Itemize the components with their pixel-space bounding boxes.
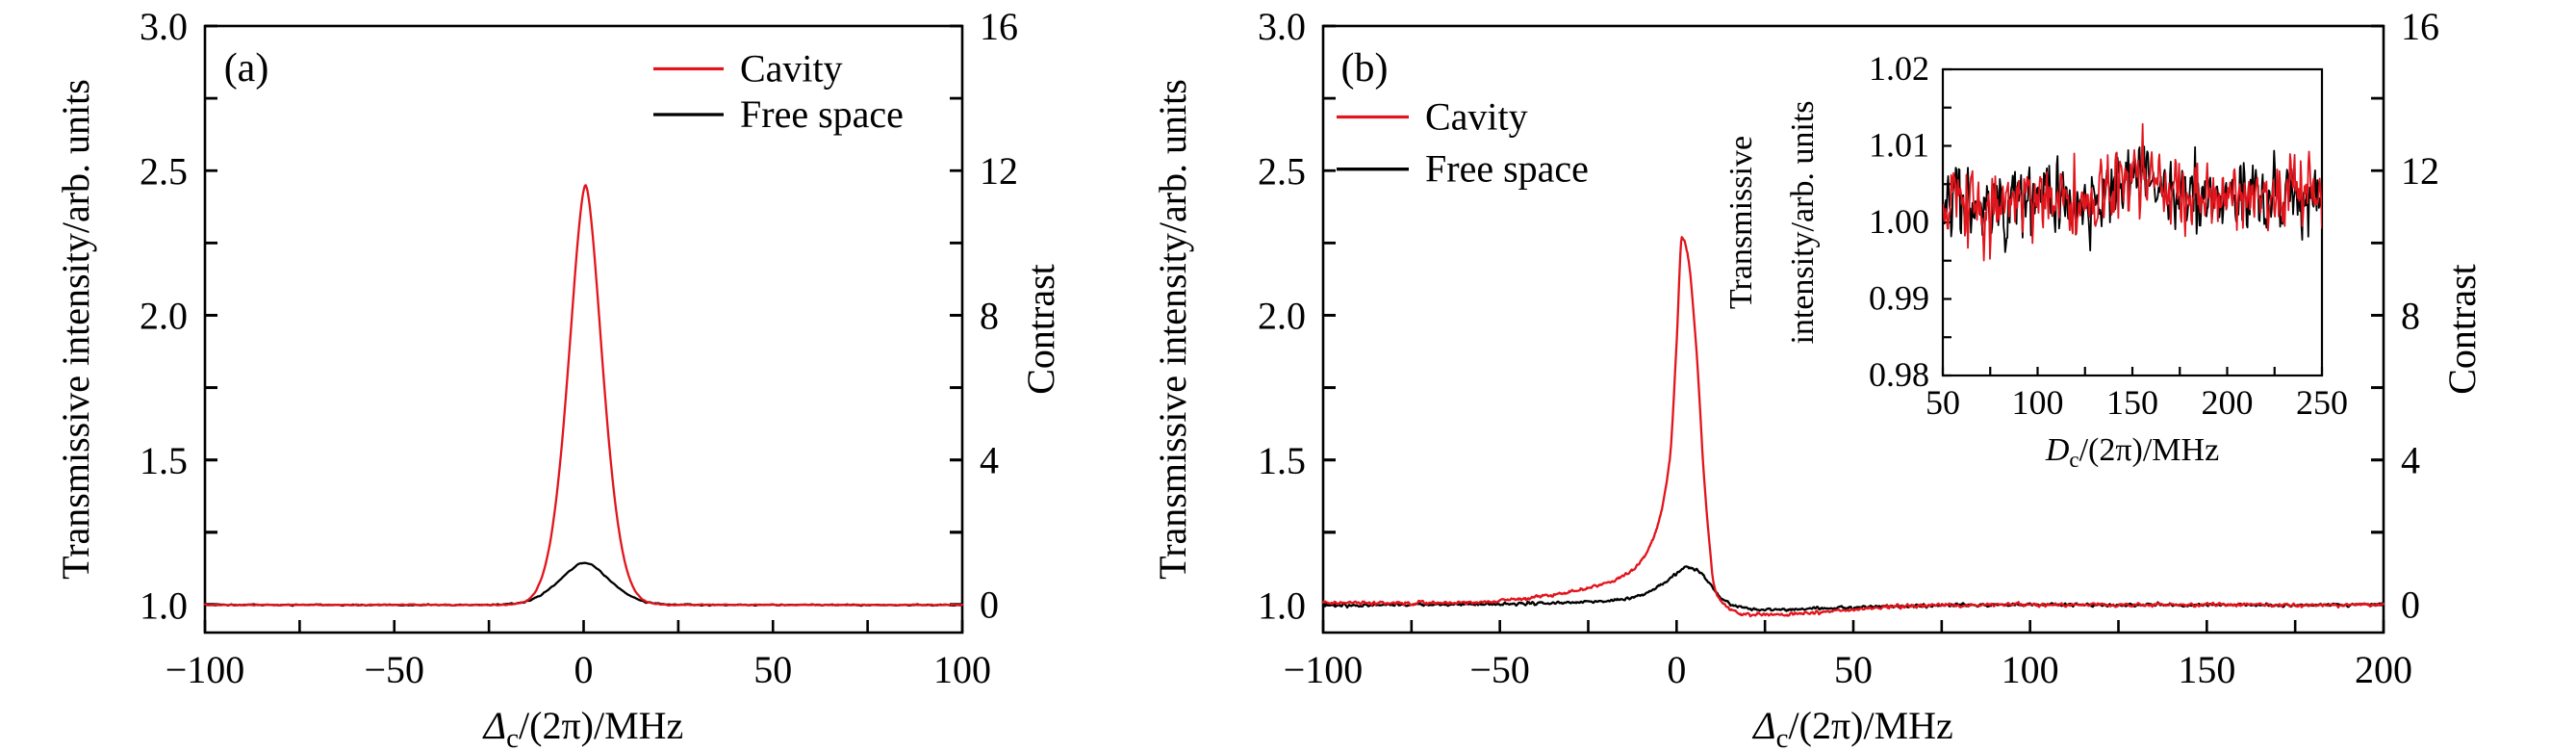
svg-text:1.0: 1.0 bbox=[1258, 583, 1306, 627]
svg-text:1.00: 1.00 bbox=[1869, 202, 1929, 241]
svg-text:Cavity: Cavity bbox=[740, 47, 843, 91]
svg-text:50: 50 bbox=[1834, 648, 1873, 691]
svg-text:0: 0 bbox=[2401, 583, 2420, 627]
svg-text:100: 100 bbox=[933, 648, 991, 691]
svg-text:2.5: 2.5 bbox=[1258, 149, 1306, 193]
svg-text:1.5: 1.5 bbox=[1258, 439, 1306, 482]
svg-text:12: 12 bbox=[2401, 149, 2439, 193]
svg-text:1.01: 1.01 bbox=[1869, 126, 1929, 165]
svg-text:(b): (b) bbox=[1341, 46, 1389, 91]
svg-text:100: 100 bbox=[2002, 648, 2059, 691]
svg-text:0: 0 bbox=[980, 583, 999, 627]
svg-text:200: 200 bbox=[2355, 648, 2412, 691]
svg-text:8: 8 bbox=[2401, 294, 2420, 337]
svg-text:8: 8 bbox=[980, 294, 999, 337]
svg-text:Transmissive intensity/arb. un: Transmissive intensity/arb. units bbox=[1151, 79, 1194, 580]
svg-text:(a): (a) bbox=[224, 46, 269, 91]
svg-text:0.99: 0.99 bbox=[1869, 279, 1929, 318]
svg-text:−100: −100 bbox=[1284, 648, 1364, 691]
svg-text:Cavity: Cavity bbox=[1425, 95, 1528, 139]
svg-text:intensity/arb. units: intensity/arb. units bbox=[1785, 100, 1821, 344]
svg-text:150: 150 bbox=[2106, 383, 2158, 422]
svg-text:4: 4 bbox=[2401, 438, 2420, 481]
svg-text:Transmissive: Transmissive bbox=[1723, 136, 1759, 309]
svg-text:50: 50 bbox=[1926, 383, 1960, 422]
svg-text:0.98: 0.98 bbox=[1869, 355, 1929, 394]
svg-text:2.0: 2.0 bbox=[140, 295, 188, 338]
svg-text:2.5: 2.5 bbox=[140, 149, 188, 193]
svg-text:12: 12 bbox=[980, 149, 1018, 193]
svg-text:−50: −50 bbox=[364, 648, 424, 691]
svg-text:100: 100 bbox=[2012, 383, 2064, 422]
svg-text:0: 0 bbox=[1667, 648, 1686, 691]
svg-text:16: 16 bbox=[980, 5, 1018, 48]
svg-text:50: 50 bbox=[753, 648, 792, 691]
svg-text:3.0: 3.0 bbox=[140, 5, 188, 48]
svg-text:2.0: 2.0 bbox=[1258, 295, 1306, 338]
svg-text:3.0: 3.0 bbox=[1258, 5, 1306, 48]
svg-text:Free space: Free space bbox=[740, 92, 904, 136]
svg-text:−100: −100 bbox=[166, 648, 245, 691]
svg-text:200: 200 bbox=[2202, 383, 2254, 422]
svg-text:Contrast: Contrast bbox=[1019, 264, 1062, 395]
svg-text:1.02: 1.02 bbox=[1869, 49, 1929, 88]
svg-text:Contrast: Contrast bbox=[2440, 264, 2484, 395]
svg-text:1.5: 1.5 bbox=[140, 439, 188, 482]
svg-text:250: 250 bbox=[2296, 383, 2348, 422]
svg-text:16: 16 bbox=[2401, 5, 2439, 48]
svg-text:Transmissive intensity/arb. un: Transmissive intensity/arb. units bbox=[54, 79, 97, 580]
svg-text:Free space: Free space bbox=[1425, 147, 1589, 191]
svg-text:−50: −50 bbox=[1469, 648, 1530, 691]
svg-text:0: 0 bbox=[574, 648, 594, 691]
svg-text:1.0: 1.0 bbox=[140, 583, 188, 627]
svg-text:4: 4 bbox=[980, 438, 999, 481]
svg-text:150: 150 bbox=[2178, 648, 2235, 691]
